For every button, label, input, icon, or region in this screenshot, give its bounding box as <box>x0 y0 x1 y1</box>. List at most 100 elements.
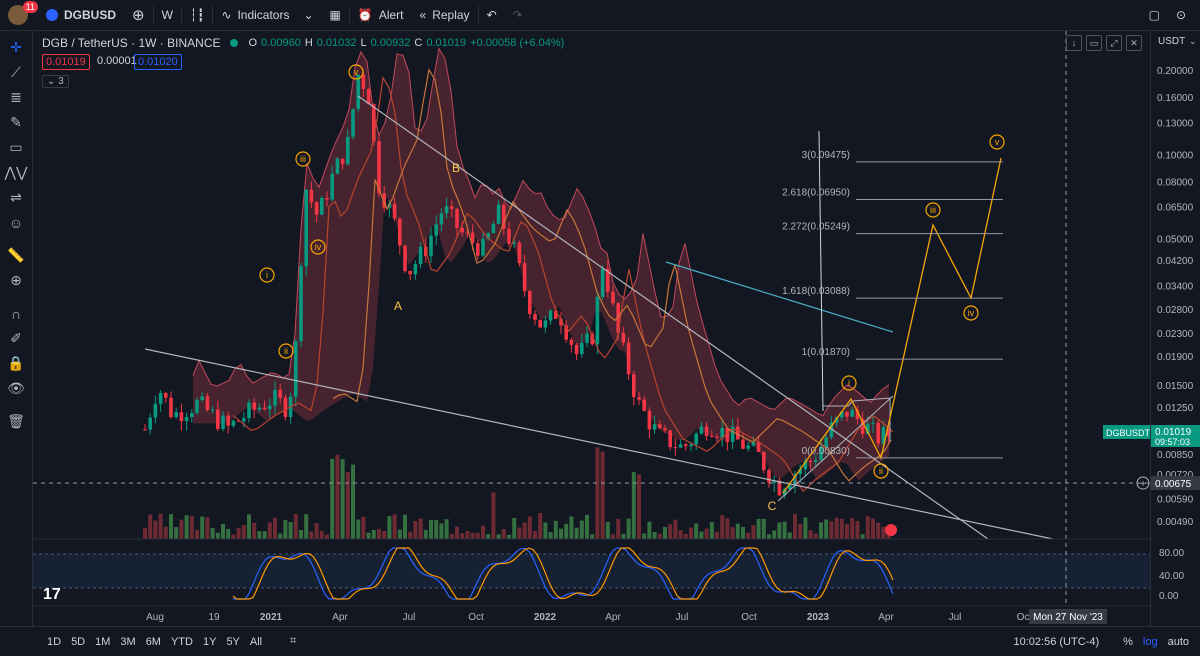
volume-bar <box>813 533 818 539</box>
ask-price[interactable]: 0.01020 <box>134 54 182 70</box>
interval-button[interactable]: W <box>161 8 173 22</box>
price-tick-5: 0.06500 <box>1157 203 1194 214</box>
text-tool[interactable]: ▭ <box>0 135 32 160</box>
time-label-11: Apr <box>878 612 894 623</box>
log-toggle[interactable]: log <box>1142 635 1158 648</box>
candle-body <box>829 422 834 438</box>
range-6m[interactable]: 6M <box>145 635 161 648</box>
layouts-button[interactable]: ▦ <box>322 0 349 30</box>
camera-icon: ⊙ <box>1175 8 1186 22</box>
icons-tool[interactable]: ☺ <box>0 210 32 235</box>
volume-bar <box>850 517 855 539</box>
range-1y[interactable]: 1Y <box>202 635 217 648</box>
candle-body <box>377 141 381 194</box>
visibility-dot[interactable] <box>230 39 239 47</box>
candle-body <box>455 208 459 228</box>
calendar-icon: ⌗ <box>290 635 297 647</box>
avatar[interactable]: 11 <box>8 1 38 25</box>
candle-body <box>351 109 355 137</box>
candle-body <box>585 333 589 343</box>
lock-icon: 🔒 <box>7 355 25 371</box>
price-tick-17: 0.00490 <box>1157 517 1194 528</box>
fib-tool[interactable]: ≣ <box>0 85 32 110</box>
volume-bar <box>538 513 543 539</box>
prediction-tool[interactable]: ⇌ <box>0 185 32 210</box>
price-axis[interactable]: USDT ⌄ 0.20000 0.16000 0.13000 0.10000 0.080… <box>1150 31 1200 626</box>
brush-tool[interactable]: ✎ <box>0 110 32 135</box>
volume-bar <box>663 527 667 539</box>
range-5y[interactable]: 5Y <box>226 635 240 648</box>
measure-tool[interactable]: 📏 <box>0 243 32 268</box>
symbol-tag: DGBUSDT <box>1106 428 1150 438</box>
close-icon[interactable]: ✕ <box>1126 35 1142 51</box>
candle-body <box>190 413 194 418</box>
current-price-marker <box>1151 424 1200 447</box>
range-1m[interactable]: 1M <box>95 635 111 648</box>
volume-bar <box>345 472 350 539</box>
candle-body <box>533 314 537 320</box>
trendline-tool[interactable]: ⟋ <box>0 60 32 85</box>
indicators-button[interactable]: ∿ Indicators ⌄ <box>213 0 321 30</box>
volume-bar <box>585 514 589 539</box>
pattern-tool[interactable]: ⋀⋁ <box>0 160 32 185</box>
zoom-tool[interactable]: ⊕ <box>0 268 32 293</box>
arrow-down-icon[interactable]: ↓ <box>1066 35 1082 51</box>
candle-body <box>340 158 345 165</box>
alert-button[interactable]: ⏰ Alert <box>350 0 412 30</box>
volume-bar <box>356 519 361 539</box>
range-1d[interactable]: 1D <box>47 635 62 648</box>
candle-body <box>632 374 636 398</box>
crosshair-tool[interactable]: ✛ <box>0 35 32 60</box>
upper-trendline <box>357 95 989 540</box>
redo-button[interactable]: ↷ <box>505 0 531 30</box>
volume-bar <box>439 523 444 539</box>
compare-button[interactable]: ⊕ <box>124 0 153 30</box>
indicators-collapse[interactable]: ⌄ 3 <box>42 75 69 88</box>
volume-bar <box>252 522 257 539</box>
symbol-search[interactable]: DGBUSD <box>38 0 124 30</box>
replay-button[interactable]: « Replay <box>412 0 478 30</box>
chart-type-button[interactable]: ┆┇ <box>182 0 212 30</box>
candle-body <box>382 193 386 208</box>
wave-circle <box>310 239 326 255</box>
goto-date-button[interactable]: ⌗ <box>285 635 301 648</box>
undo-button[interactable]: ↶ <box>479 0 505 30</box>
symbol-title[interactable]: DGB / TetherUS · 1W · BINANCE <box>42 36 221 50</box>
volume-bar <box>678 530 683 539</box>
volume-bar <box>657 533 662 539</box>
high-label: H <box>304 37 313 49</box>
candle-body <box>496 204 501 224</box>
clock[interactable]: 10:02:56 (UTC-4) <box>1013 635 1100 648</box>
spread-value: 0.00001 <box>97 55 137 67</box>
range-5d[interactable]: 5D <box>71 635 86 648</box>
hide-drawings-tool[interactable]: 👁 <box>0 376 32 401</box>
currency-label[interactable]: USDT <box>1158 36 1185 47</box>
osc-band <box>33 554 1150 588</box>
candle-body <box>564 325 568 340</box>
auto-toggle[interactable]: auto <box>1167 635 1189 648</box>
candle-body <box>517 242 522 264</box>
screenshot-button[interactable]: ⊙ <box>1168 0 1194 30</box>
range-ytd[interactable]: YTD <box>170 635 193 648</box>
magnet-icon: ∩ <box>10 305 22 322</box>
bid-price[interactable]: 0.01019 <box>42 54 90 70</box>
candle-body <box>886 427 891 437</box>
range-3m[interactable]: 3M <box>120 635 136 648</box>
lock-all-tool[interactable]: 🔒 <box>0 351 32 376</box>
candle-body <box>538 319 542 328</box>
volume-bar <box>553 520 558 539</box>
lock-drawing-tool[interactable]: ✐ <box>0 326 32 351</box>
range-all[interactable]: All <box>249 635 263 648</box>
minimize-icon[interactable]: ▭ <box>1086 35 1102 51</box>
price-tick-7: 0.04200 <box>1157 256 1194 267</box>
percent-toggle[interactable]: % <box>1123 635 1133 648</box>
remove-drawings-tool[interactable]: 🗑 <box>0 409 32 434</box>
fullscreen-button[interactable]: ▢ <box>1141 0 1168 30</box>
collapse-count: 3 <box>58 76 64 87</box>
candle-body <box>590 333 594 345</box>
price-chart[interactable]: 3(0.09475) 2.618(0.06950) 2.272(0.05249) 1.… <box>33 31 1150 626</box>
candle-body <box>684 444 688 447</box>
expand-icon[interactable]: ⤢ <box>1106 35 1122 51</box>
candle-body <box>528 291 532 315</box>
magnet-tool[interactable]: ∩ <box>0 301 32 326</box>
